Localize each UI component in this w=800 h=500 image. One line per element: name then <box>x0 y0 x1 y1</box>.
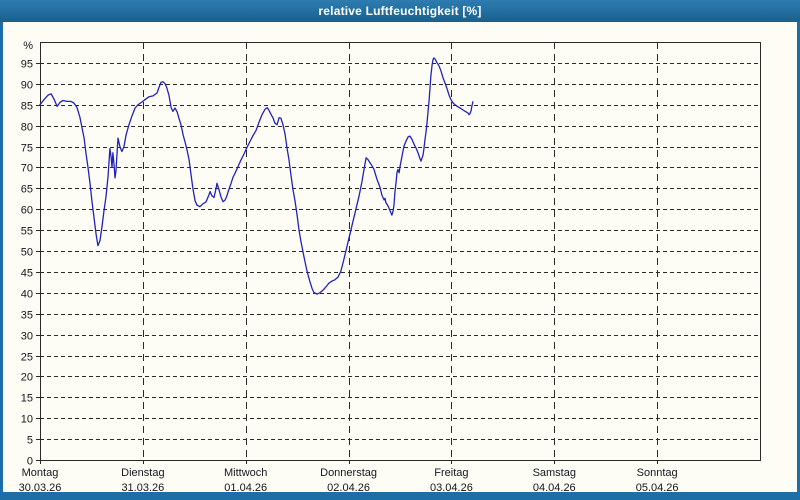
day-date-label: 01.04.26 <box>224 482 267 492</box>
y-tick-label: 65 <box>21 184 33 196</box>
day-date-label: 02.04.26 <box>327 482 370 492</box>
humidity-series-line <box>39 57 474 295</box>
chart-canvas: 0 5 10 15 20 25 30 35 40 45 50 55 60 65 70 75 80 85 90 95% M… <box>3 22 797 494</box>
day-name-label: Samstag <box>533 467 576 479</box>
y-tick-label: 25 <box>21 352 33 364</box>
day-name-label: Mittwoch <box>224 467 267 479</box>
title-bar: relative Luftfeuchtigkeit [%] <box>0 0 800 22</box>
day-name-label: Donnerstag <box>320 467 377 479</box>
y-tick-label: 70 <box>21 163 33 175</box>
y-tick-label: 75 <box>21 143 33 155</box>
y-tick-label: 90 <box>21 80 33 92</box>
day-date-label: 30.03.26 <box>19 482 62 492</box>
day-date-label: 04.04.26 <box>533 482 576 492</box>
day-name-label: Dienstag <box>121 467 164 479</box>
day-name-label: Montag <box>22 467 59 479</box>
y-tick-label: 95 <box>21 59 33 71</box>
day-name-label: Sonntag <box>637 467 678 479</box>
plot-frame <box>40 42 761 461</box>
day-date-label: 05.04.26 <box>636 482 679 492</box>
y-tick-label: 15 <box>21 393 33 405</box>
window-title: relative Luftfeuchtigkeit [%] <box>318 4 482 18</box>
y-tick-label: 0 <box>27 456 33 468</box>
day-name-label: Freitag <box>434 467 468 479</box>
humidity-chart: 0 5 10 15 20 25 30 35 40 45 50 55 60 65 70 75 80 85 90 95% M… <box>19 40 761 494</box>
y-tick-label: 30 <box>21 331 33 343</box>
y-tick-label: 60 <box>21 205 33 217</box>
y-tick-label: 55 <box>21 226 33 238</box>
y-tick-label: 50 <box>21 247 33 259</box>
y-tick-label: 40 <box>21 289 33 301</box>
day-date-label: 03.04.26 <box>430 482 473 492</box>
day-date-label: 31.03.26 <box>121 482 164 492</box>
y-tick-label: 85 <box>21 101 33 113</box>
y-tick-label: 80 <box>21 122 33 134</box>
y-tick-label: 45 <box>21 268 33 280</box>
y-tick-label: 10 <box>21 414 33 426</box>
y-axis-unit-label: % <box>23 40 33 52</box>
y-tick-label: 35 <box>21 310 33 322</box>
y-tick-label: 5 <box>27 435 33 447</box>
y-tick-label: 20 <box>21 372 33 384</box>
